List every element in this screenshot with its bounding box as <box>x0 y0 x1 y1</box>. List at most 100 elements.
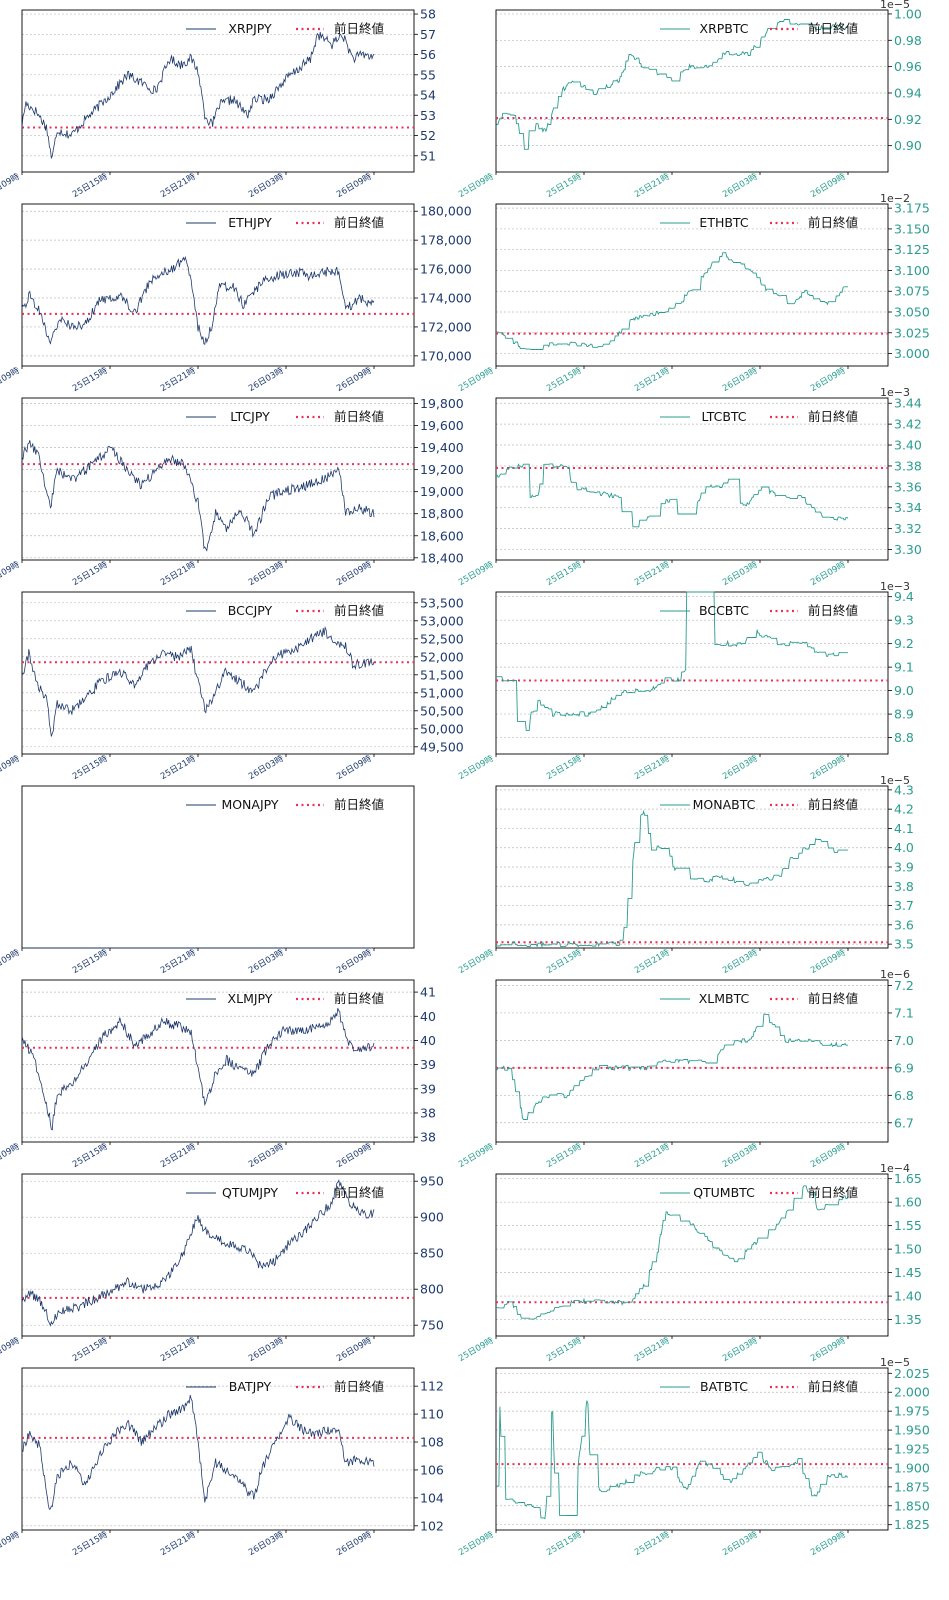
chart-panel-qtumbtc: 1.35 1.40 1.45 1.50 1.55 1.60 1.65 25日09時 25日15時… <box>457 1162 948 1364</box>
legend-series-label: LTCBTC <box>701 409 746 424</box>
x-tick-label: 25日15時 <box>71 1530 110 1558</box>
legend: QTUMBTC 前日終値 <box>660 1185 858 1200</box>
y-tick-label: 110 <box>420 1407 444 1422</box>
y-tick-label: 55 <box>420 67 436 82</box>
y-tick-label: 3.7 <box>894 898 914 913</box>
y-tick-label: 7.2 <box>894 978 914 993</box>
chart-panel-ethbtc: 3.000 3.025 3.050 3.075 3.100 3.125 3.150 3.175… <box>457 192 948 394</box>
y-tick-label: 3.6 <box>894 917 914 932</box>
legend-ref-label: 前日終値 <box>334 797 384 812</box>
chart-panel-qtumjpy: 750 800 850 900 950 25日09時 25日15時 25日21時 26日03時 2… <box>0 1166 474 1364</box>
y-tick-label: 1.60 <box>894 1195 922 1210</box>
chart-panel-monajpy: 25日09時 25日15時 25日21時 26日03時 26日09時 MONAJPY 前日終… <box>0 778 474 976</box>
y-tick-label: 112 <box>420 1379 444 1394</box>
y-tick-label: 53,500 <box>420 595 464 610</box>
y-tick-label: 178,000 <box>420 233 472 248</box>
y-tick-label: 52 <box>420 128 436 143</box>
axes-frame <box>495 9 889 173</box>
legend-ref-label: 前日終値 <box>334 409 384 424</box>
legend-ref-label: 前日終値 <box>808 1379 858 1394</box>
axes-frame <box>495 397 889 561</box>
legend: ETHJPY 前日終値 <box>186 215 384 230</box>
legend-series-label: QTUMBTC <box>693 1185 755 1200</box>
legend: QTUMJPY 前日終値 <box>186 1185 384 1200</box>
y-tick-label: 102 <box>420 1518 444 1533</box>
chart-panel-monabtc: 3.5 3.6 3.7 3.8 3.9 4.0 4.1 4.2 4.3 25日09時 25日15時 2… <box>457 774 948 976</box>
x-tick-label: 25日21時 <box>633 1530 672 1558</box>
chart-svg: 18,400 18,600 18,800 19,000 19,200 19,400 19,6… <box>0 396 464 588</box>
axes-frame <box>21 1367 415 1531</box>
y-tick-label: 8.9 <box>894 707 914 722</box>
y-tick-label: 3.9 <box>894 860 914 875</box>
y-tick-label: 4.2 <box>894 802 914 817</box>
y-tick-label: 4.3 <box>894 782 914 797</box>
y-tick-label: 2.000 <box>894 1385 930 1400</box>
y-tick-label: 108 <box>420 1435 444 1450</box>
axis-offset-label: 1e−2 <box>880 192 910 205</box>
y-tick-label: 19,200 <box>420 462 464 477</box>
y-tick-label: 3.050 <box>894 305 930 320</box>
y-tick-label: 900 <box>420 1210 444 1225</box>
y-tick-label: 3.42 <box>894 417 922 432</box>
y-tick-label: 104 <box>420 1490 444 1505</box>
y-tick-label: 3.5 <box>894 937 914 952</box>
legend-series-label: BATJPY <box>229 1379 272 1394</box>
axes-frame <box>21 979 415 1143</box>
y-tick-label: 3.30 <box>894 542 922 557</box>
y-tick-label: 1.45 <box>894 1265 922 1280</box>
series-line <box>495 19 848 150</box>
y-tick-label: 53 <box>420 108 436 123</box>
legend-series-label: MONABTC <box>693 797 756 812</box>
y-tick-label: 3.075 <box>894 284 930 299</box>
series-line <box>496 1400 848 1520</box>
y-tick-label: 7.0 <box>894 1033 914 1048</box>
y-tick-label: 3.34 <box>894 500 922 515</box>
y-tick-label: 170,000 <box>420 348 472 363</box>
axes-frame <box>495 1173 889 1337</box>
series-line <box>21 31 375 160</box>
y-tick-label: 19,000 <box>420 484 464 499</box>
x-tick-label: 25日15時 <box>545 1530 584 1558</box>
legend-series-label: BCCJPY <box>228 603 273 618</box>
y-tick-label: 0.94 <box>894 85 922 100</box>
legend-series-label: XLMJPY <box>228 991 273 1006</box>
y-tick-label: 41 <box>420 985 436 1000</box>
y-tick-label: 8.8 <box>894 730 914 745</box>
y-tick-label: 6.8 <box>894 1088 914 1103</box>
y-tick-label: 51,000 <box>420 685 464 700</box>
y-tick-label: 19,600 <box>420 418 464 433</box>
axes-frame <box>495 203 889 367</box>
axis-offset-label: 1e−3 <box>880 386 910 399</box>
y-tick-label: 18,800 <box>420 506 464 521</box>
legend: XRPBTC 前日終値 <box>660 21 858 36</box>
legend-series-label: ETHBTC <box>699 215 748 230</box>
y-tick-label: 950 <box>420 1174 444 1189</box>
legend-ref-label: 前日終値 <box>808 991 858 1006</box>
axes-frame <box>495 1367 889 1531</box>
y-tick-label: 52,000 <box>420 649 464 664</box>
chart-panel-batjpy: 102 104 106 108 110 112 25日09時 25日15時 25日21時 26日0… <box>0 1360 474 1558</box>
legend-ref-label: 前日終値 <box>808 1185 858 1200</box>
y-tick-label: 850 <box>420 1246 444 1261</box>
chart-panel-xrpbtc: 0.90 0.92 0.94 0.96 0.98 1.00 25日09時 25日15時 25日2… <box>457 0 948 200</box>
chart-svg: 49,500 50,000 50,500 51,000 51,500 52,000 52,5… <box>0 591 464 782</box>
chart-panel-ltcbtc: 3.30 3.32 3.34 3.36 3.38 3.40 3.42 3.44 25日09時 25… <box>457 386 948 588</box>
y-tick-label: 57 <box>420 27 436 42</box>
axis-offset-label: 1e−3 <box>880 580 910 593</box>
chart-panel-ethjpy: 170,000 172,000 174,000 176,000 178,000 180,0… <box>0 196 474 394</box>
x-tick-label: 26日09時 <box>809 1530 848 1558</box>
legend: XLMJPY 前日終値 <box>186 991 384 1006</box>
y-tick-label: 3.150 <box>894 221 930 236</box>
series-line <box>496 809 848 948</box>
series-line <box>495 1013 848 1120</box>
chart-svg: 3.000 3.025 3.050 3.075 3.100 3.125 3.150 3.175… <box>457 192 930 394</box>
y-tick-label: 38 <box>420 1130 436 1145</box>
y-tick-label: 51,500 <box>420 667 464 682</box>
y-tick-label: 1.00 <box>894 6 922 21</box>
y-tick-label: 1.825 <box>894 1517 930 1532</box>
y-tick-label: 1.40 <box>894 1289 922 1304</box>
y-tick-label: 174,000 <box>420 291 472 306</box>
y-tick-label: 3.40 <box>894 438 922 453</box>
legend: BCCBTC 前日終値 <box>660 603 858 618</box>
